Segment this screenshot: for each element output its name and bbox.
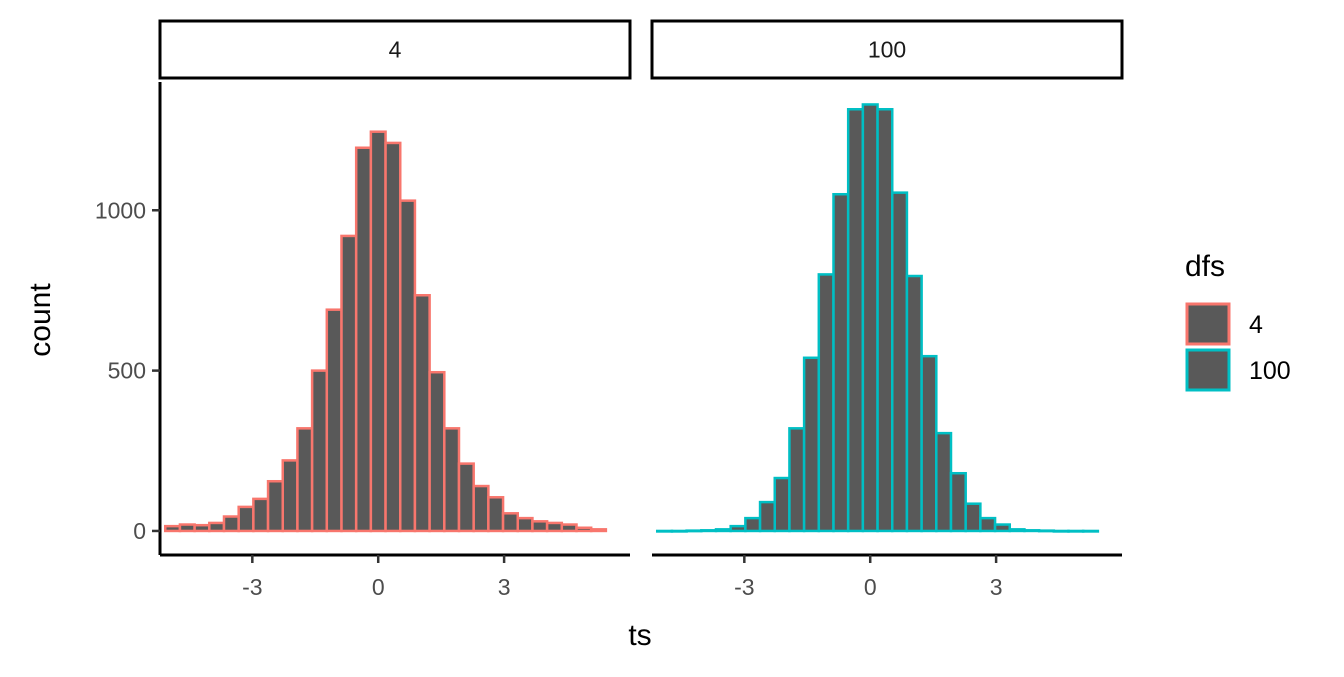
histogram-bar: [949, 471, 967, 533]
legend-label-100: 100: [1249, 357, 1291, 385]
strip-box-4: [158, 19, 632, 80]
histogram-bar: [685, 529, 703, 533]
histogram-bar: [222, 515, 240, 533]
histogram-bar: [443, 427, 461, 533]
histogram-bar: [575, 526, 593, 533]
histogram-bar: [487, 496, 505, 533]
panel-4: 4 -3 0 3: [158, 19, 632, 600]
histogram-bar: [252, 497, 270, 533]
histogram-bar: [354, 146, 373, 533]
histogram-bar: [193, 523, 211, 533]
y-tick-label: 1000: [95, 197, 146, 223]
strip-box-100: [650, 19, 1124, 80]
x-axis-title: ts: [628, 619, 651, 652]
histogram-bar: [163, 524, 182, 533]
y-axis: 0 500 1000: [95, 82, 162, 555]
histogram-bar: [846, 108, 865, 533]
histogram-bar: [501, 512, 519, 533]
histogram-bar: [773, 476, 791, 533]
histogram-bar: [979, 516, 997, 533]
histogram-bar: [384, 141, 402, 533]
legend-key-4: [1185, 302, 1231, 346]
x-tick-label: 0: [372, 574, 385, 600]
histogram-bar: [1023, 529, 1041, 533]
histogram-bar: [178, 523, 196, 533]
histogram-bar: [237, 505, 255, 533]
histogram-bar: [428, 370, 446, 533]
legend-key-100: [1185, 348, 1231, 392]
x-tick-label: 3: [498, 574, 511, 600]
x-tick-label: -3: [242, 574, 262, 600]
histogram-bar: [905, 274, 923, 533]
histogram-bar: [369, 130, 387, 533]
legend: dfs 4 100: [1185, 250, 1291, 392]
y-tick-label: 500: [108, 358, 146, 384]
histogram-bar: [890, 191, 909, 533]
histogram-bar: [802, 356, 821, 533]
histogram-bar: [1008, 528, 1026, 533]
legend-label-4: 4: [1249, 311, 1263, 339]
histogram-bar: [1052, 529, 1070, 533]
x-tick-label: 0: [864, 574, 877, 600]
histogram-bar: [560, 523, 578, 533]
histogram-bar: [208, 521, 226, 533]
histogram-bar: [296, 427, 314, 533]
x-tick-label: 3: [990, 574, 1003, 600]
histogram-bar: [589, 528, 608, 533]
histogram-bar: [993, 523, 1011, 533]
histogram-bar: [1037, 529, 1056, 533]
histogram-bar: [472, 484, 490, 533]
histogram-bar: [340, 234, 358, 533]
histogram-bar: [670, 529, 688, 533]
panel-100: 100 -3 0 3: [650, 19, 1124, 600]
histogram-bar: [266, 479, 284, 533]
histogram-bar: [1081, 529, 1100, 533]
strip-label-100: 100: [868, 37, 906, 63]
histogram-bar: [398, 199, 417, 533]
histogram-bar: [861, 103, 879, 533]
histogram-bar: [531, 520, 549, 533]
y-tick-label: 0: [133, 518, 146, 544]
histogram-bar: [817, 273, 835, 533]
histogram-bar: [281, 459, 299, 533]
histogram-bar: [700, 529, 718, 533]
histogram-bar: [758, 500, 776, 533]
histogram-bar: [876, 108, 894, 533]
histogram-bar: [729, 524, 747, 533]
histogram-bar: [310, 369, 329, 533]
histogram-bar: [1067, 529, 1085, 533]
histogram-bar: [920, 354, 938, 533]
histogram-bar: [655, 529, 674, 533]
histogram-bar: [413, 294, 431, 533]
histogram-bar: [516, 516, 534, 533]
histogram-bar: [545, 521, 564, 533]
legend-title: dfs: [1185, 250, 1225, 283]
histogram-bar: [714, 528, 732, 533]
x-tick-label: -3: [734, 574, 754, 600]
histogram-bar: [832, 192, 850, 533]
strip-label-4: 4: [389, 37, 402, 63]
histogram-bar: [457, 462, 475, 533]
panels-layer: 4 -3 0 3 100 -3 0 3: [158, 19, 1124, 600]
histogram-bar: [964, 502, 982, 533]
histogram-bar: [788, 427, 806, 533]
histogram-bar: [935, 431, 953, 533]
y-axis-title: count: [24, 283, 57, 357]
histogram-bar: [744, 516, 762, 533]
histogram-bar: [325, 308, 343, 533]
